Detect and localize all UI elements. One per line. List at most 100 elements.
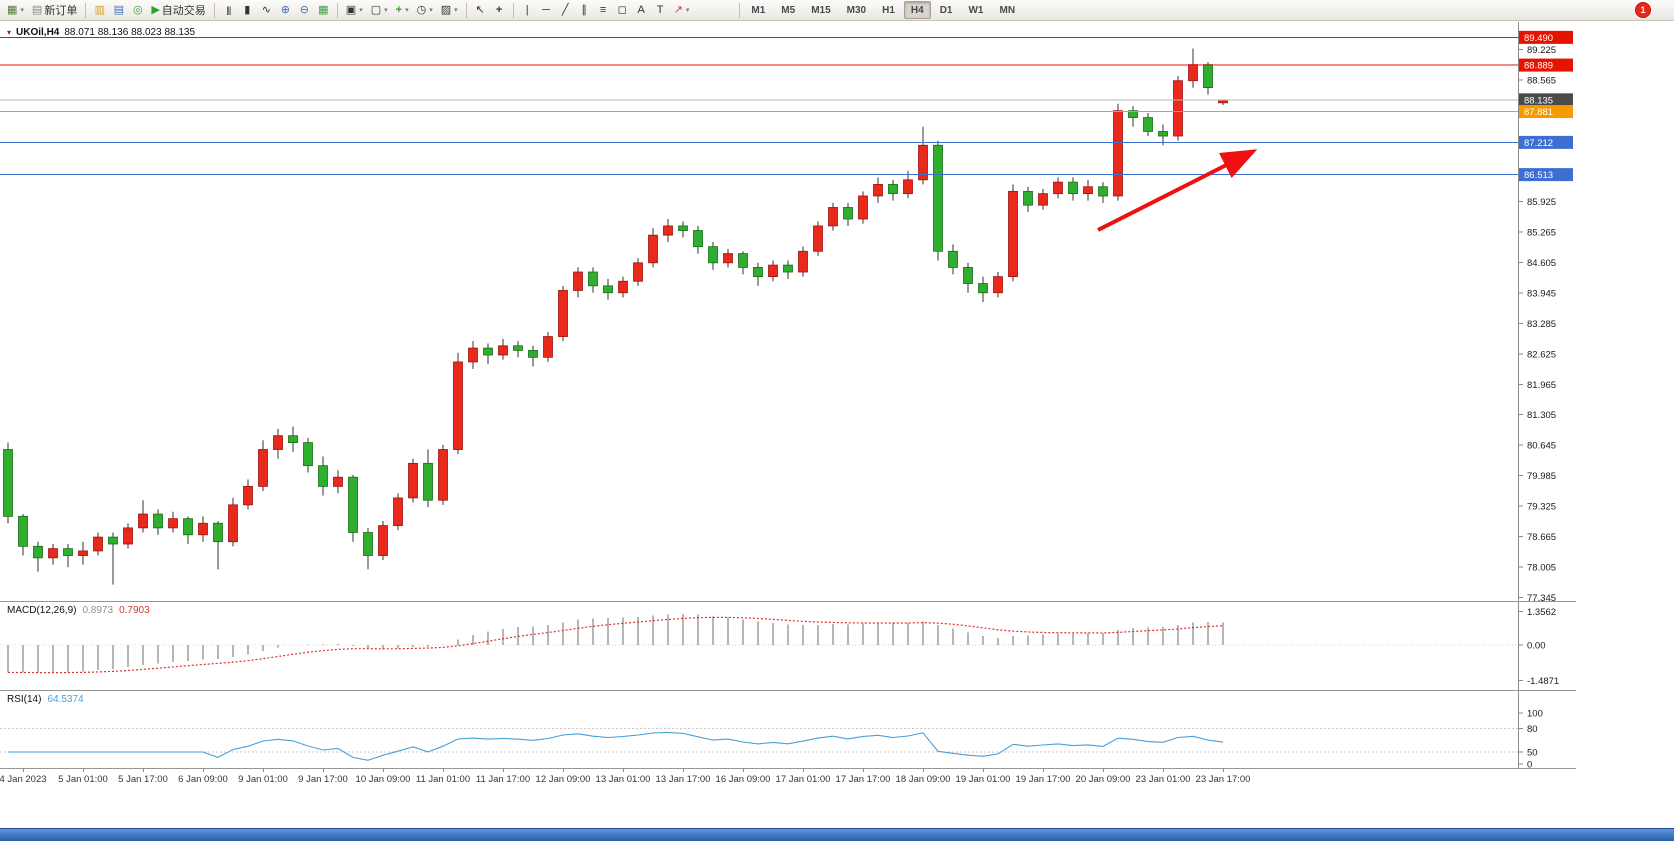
timeframe-button-d1[interactable]: D1 xyxy=(939,4,953,16)
time-axis-tick xyxy=(803,768,804,772)
new-order-button[interactable]: ▤ 新订单 xyxy=(28,1,81,19)
rsi-label: RSI(14) xyxy=(7,694,42,705)
svg-text:81.305: 81.305 xyxy=(1527,410,1556,421)
new-chart-button[interactable]: ▦ ▾ xyxy=(3,1,28,19)
time-axis-label: 10 Jan 09:00 xyxy=(355,774,411,785)
profiles-icon: ▢ xyxy=(370,3,382,16)
trendline-button[interactable]: ╱ xyxy=(556,1,575,19)
fibonacci-button[interactable]: ≡ xyxy=(594,1,613,19)
time-axis-label: 23 Jan 17:00 xyxy=(1195,774,1251,785)
svg-text:86.513: 86.513 xyxy=(1524,170,1553,181)
one-click-trading-toggle-icon[interactable]: ▾ xyxy=(7,28,12,37)
arrow-tool-icon: ↗ xyxy=(673,3,683,16)
svg-text:85.265: 85.265 xyxy=(1527,228,1556,239)
navigator-icon: ◎ xyxy=(133,3,143,16)
templates-button[interactable]: ▨ ▾ xyxy=(437,1,462,19)
rsi-panel[interactable]: RSI(14) 64.5374 100 80 50 0 xyxy=(0,690,1576,768)
shapes-icon: ◻ xyxy=(617,3,627,16)
notification-badge[interactable]: 1 xyxy=(1636,3,1650,17)
time-axis-label: 20 Jan 09:00 xyxy=(1075,774,1131,785)
channel-button[interactable]: ∥ xyxy=(575,1,594,19)
macd-label: MACD(12,26,9) xyxy=(7,605,77,616)
svg-text:-1.4871: -1.4871 xyxy=(1527,676,1559,687)
toolbar-separator xyxy=(85,2,87,18)
macd-chart[interactable]: 1.3562 0.00 -1.4871 xyxy=(0,602,1576,690)
clock-icon: ◷ xyxy=(416,3,427,16)
time-axis-tick xyxy=(383,768,384,772)
chevron-down-icon: ▾ xyxy=(359,7,363,14)
time-axis-tick xyxy=(683,768,684,772)
macd-signal-value: 0.7903 xyxy=(119,605,150,616)
zoom-in-button[interactable]: ⊕ xyxy=(276,1,295,19)
horizontal-price-lines[interactable] xyxy=(0,36,1518,176)
svg-text:88.565: 88.565 xyxy=(1527,76,1556,87)
chevron-down-icon: ▾ xyxy=(685,7,690,14)
macd-panel[interactable]: MACD(12,26,9) 0.8973 0.7903 1.3562 0.00 -1… xyxy=(0,601,1576,690)
macd-signal-line xyxy=(7,616,1224,674)
toolbar-separator xyxy=(465,2,467,18)
label-tool-button[interactable]: T xyxy=(651,1,670,19)
timeframe-button-m1[interactable]: M1 xyxy=(751,4,766,16)
time-axis-tick xyxy=(1103,768,1104,772)
svg-text:83.945: 83.945 xyxy=(1527,289,1556,300)
svg-text:80.645: 80.645 xyxy=(1527,441,1556,452)
horizontal-line-button[interactable]: ─ xyxy=(537,1,556,19)
label-tool-icon: T xyxy=(656,3,664,16)
cursor-button[interactable]: ↖ xyxy=(471,1,490,19)
chevron-down-icon: ▾ xyxy=(429,7,433,14)
time-axis-label: 4 Jan 2023 xyxy=(0,774,47,785)
candlestick-chart-button[interactable]: ▮ xyxy=(238,1,257,19)
time-axis-label: 13 Jan 17:00 xyxy=(655,774,711,785)
timeframe-button-w1[interactable]: W1 xyxy=(968,4,984,16)
charts-cascade-button[interactable]: ▣ ▾ xyxy=(342,1,367,19)
chart-header: ▾ UKOil,H4 88.071 88.136 88.023 88.135 xyxy=(7,27,195,38)
timeframe-button-mn[interactable]: MN xyxy=(999,4,1016,16)
symbol-timeframe-label: UKOil,H4 xyxy=(16,27,60,38)
zoom-out-button[interactable]: ⊖ xyxy=(295,1,314,19)
periods-button[interactable]: ◷ ▾ xyxy=(413,1,437,19)
vertical-line-button[interactable]: | xyxy=(518,1,537,19)
time-axis[interactable]: 4 Jan 2023 5 Jan 01:00 5 Jan 17:00 6 Jan 09… xyxy=(0,768,1576,786)
svg-text:0.00: 0.00 xyxy=(1527,641,1546,652)
autotrading-button[interactable]: ▶ 自动交易 xyxy=(147,1,209,19)
trend-arrow[interactable] xyxy=(1097,149,1258,232)
timeframe-button-h1[interactable]: H1 xyxy=(882,4,895,16)
time-axis-label: 5 Jan 01:00 xyxy=(58,774,108,785)
svg-text:1.3562: 1.3562 xyxy=(1527,607,1556,618)
data-window-button[interactable]: ▤ xyxy=(109,1,128,19)
time-axis-tick xyxy=(143,768,144,772)
market-watch-button[interactable]: ▥ xyxy=(90,1,109,19)
zoom-in-icon: ⊕ xyxy=(280,3,290,16)
chevron-down-icon: ▾ xyxy=(384,7,388,14)
tile-windows-button[interactable]: ▦ xyxy=(314,1,333,19)
arrows-button[interactable]: ↗ ▾ xyxy=(670,1,694,19)
time-axis-label: 23 Jan 01:00 xyxy=(1135,774,1191,785)
time-axis-label: 9 Jan 01:00 xyxy=(238,774,288,785)
rsi-chart[interactable]: 100 80 500 xyxy=(0,691,1576,768)
template-icon: ▨ xyxy=(440,3,452,16)
line-chart-icon: ∿ xyxy=(261,3,271,16)
timeframe-button-m5[interactable]: M5 xyxy=(781,4,796,16)
trendline-icon: ╱ xyxy=(561,3,569,16)
timeframe-button-m15[interactable]: M15 xyxy=(811,4,831,16)
timeframe-button-m30[interactable]: M30 xyxy=(846,4,867,16)
line-chart-button[interactable]: ∿ xyxy=(257,1,276,19)
navigator-button[interactable]: ◎ xyxy=(128,1,147,19)
candles xyxy=(3,48,1228,585)
indicators-button[interactable]: + ▾ xyxy=(392,1,413,19)
profiles-button[interactable]: ▢ ▾ xyxy=(367,1,392,19)
main-chart-panel[interactable]: ▾ UKOil,H4 88.071 88.136 88.023 88.135 8… xyxy=(0,22,1576,601)
time-axis-label: 18 Jan 09:00 xyxy=(895,774,951,785)
text-tool-button[interactable]: A xyxy=(632,1,651,19)
shapes-button[interactable]: ◻ xyxy=(613,1,632,19)
crosshair-button[interactable]: + xyxy=(490,1,509,19)
timeframe-button-h4[interactable]: H4 xyxy=(903,1,931,19)
svg-text:50: 50 xyxy=(1527,748,1538,759)
status-bar xyxy=(0,828,1674,841)
candlestick-chart[interactable]: 89.22588.56587.90587.24586.58585.92585.2… xyxy=(0,22,1576,601)
bar-chart-button[interactable]: ||| xyxy=(219,1,238,19)
fibonacci-icon: ≡ xyxy=(599,3,607,16)
svg-text:85.925: 85.925 xyxy=(1527,197,1556,208)
vertical-line-icon: | xyxy=(525,3,529,16)
